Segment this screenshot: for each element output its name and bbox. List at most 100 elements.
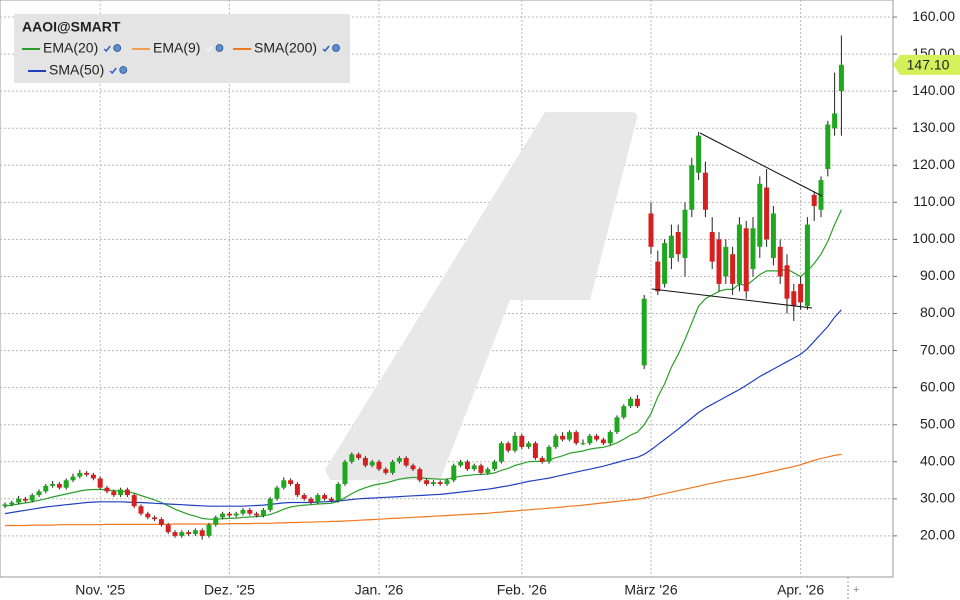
candle-body	[233, 513, 239, 516]
candle-body	[50, 483, 56, 486]
candle-body	[566, 432, 572, 440]
legend-globe[interactable]	[215, 44, 224, 52]
candle-body	[526, 443, 532, 447]
candle-body	[505, 443, 511, 451]
candle-body	[662, 243, 668, 284]
y-tick-label: 60.00	[920, 378, 955, 394]
candle-body	[165, 524, 171, 533]
legend: EMA(20) EMA(9) SMA(200) SMA(50)	[22, 40, 340, 78]
candle-body	[186, 532, 192, 535]
candle-body	[485, 469, 491, 473]
x-tick-label: Nov. '25	[75, 582, 125, 598]
candle-body	[213, 517, 219, 525]
ma-line	[4, 209, 842, 520]
candle-body	[220, 513, 226, 518]
candle-body	[158, 519, 164, 525]
candle-body	[322, 495, 328, 499]
candle-body	[410, 465, 416, 470]
candle-body	[634, 398, 640, 407]
y-tick-label: 120.00	[912, 156, 955, 172]
watermark	[325, 112, 638, 480]
candle-body	[532, 443, 538, 459]
candle-body	[498, 443, 504, 462]
legend-globe[interactable]	[119, 66, 128, 74]
candle-body	[247, 509, 253, 514]
candle-body	[9, 502, 15, 505]
legend-label: SMA(50)	[49, 62, 104, 78]
legend-box	[14, 14, 350, 83]
candle-body	[825, 124, 831, 169]
candle-body	[192, 530, 198, 535]
legend-label: EMA(20)	[43, 40, 98, 56]
legend-check[interactable]	[103, 45, 111, 53]
candle-body	[369, 461, 375, 466]
candle-body	[492, 461, 498, 470]
candle-body	[832, 113, 838, 129]
candle-body	[573, 432, 579, 444]
candle-body	[396, 458, 402, 462]
candle-body	[63, 480, 69, 488]
candle-body	[315, 495, 321, 503]
y-tick-label: 110.00	[913, 193, 955, 209]
candle-body	[750, 228, 756, 270]
legend-check[interactable]	[109, 67, 117, 75]
candle-body	[104, 487, 110, 492]
candle-body	[757, 183, 763, 247]
legend-check[interactable]	[205, 45, 214, 53]
candle-body	[736, 224, 742, 284]
y-tick-label: 50.00	[920, 415, 955, 431]
candle-body	[84, 472, 90, 475]
candle-body	[342, 461, 348, 484]
candle-body	[546, 446, 552, 462]
candle-body	[471, 465, 477, 470]
candle-body	[77, 472, 83, 477]
candle-body	[172, 532, 178, 536]
candle-body	[587, 435, 593, 444]
candle-body	[784, 265, 790, 299]
candle-body	[689, 165, 695, 210]
x-tick-label: Dez. '25	[204, 582, 255, 598]
candle-body	[403, 458, 409, 466]
candle-body	[614, 417, 620, 433]
candle-body	[70, 476, 76, 481]
candle-body	[607, 432, 613, 444]
candle-body	[199, 530, 205, 536]
y-tick-label: 100.00	[912, 230, 955, 246]
x-tick-label: Jan. '26	[355, 582, 404, 598]
candle-body	[464, 461, 470, 470]
candle-body	[730, 254, 736, 284]
candle-body	[152, 517, 158, 520]
legend-globe[interactable]	[332, 44, 340, 52]
candle-body	[716, 239, 722, 284]
candle-body	[437, 482, 443, 484]
y-tick-label: 80.00	[920, 304, 955, 320]
trendline	[699, 132, 823, 197]
candle-body	[267, 498, 273, 510]
last-price-tag	[893, 54, 960, 75]
legend-title: AAOI@SMART	[22, 19, 121, 35]
candle-body	[417, 469, 423, 481]
candle-body	[90, 474, 96, 479]
candle-body	[655, 261, 661, 292]
candle-body	[97, 478, 103, 488]
candle-body	[294, 483, 300, 496]
legend-globe[interactable]	[113, 44, 122, 52]
candle-body	[281, 480, 287, 488]
candle-body	[838, 64, 844, 92]
candle-body	[621, 406, 627, 418]
legend-check[interactable]	[322, 45, 330, 53]
candle-body	[696, 135, 702, 173]
candle-body	[458, 461, 464, 466]
candle-body	[226, 513, 232, 516]
y-tick-label: 30.00	[920, 490, 955, 506]
candle-body	[770, 213, 776, 258]
candle-body	[145, 513, 151, 518]
ma-line	[5, 453, 842, 527]
candle-body	[138, 506, 144, 514]
candle-body	[560, 435, 566, 440]
legend-label: EMA(9)	[153, 40, 200, 56]
candle-body	[179, 532, 185, 536]
candle-body	[260, 509, 266, 516]
candle-body	[288, 480, 294, 484]
